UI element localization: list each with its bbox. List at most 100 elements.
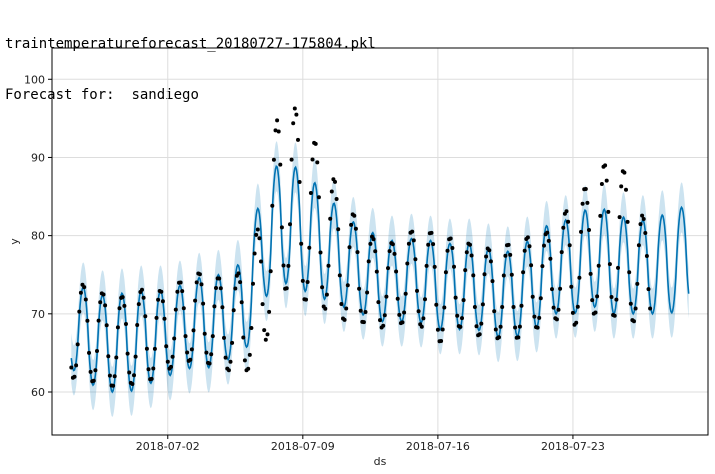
y-axis-label: y <box>8 238 21 245</box>
observed-point <box>585 200 590 205</box>
observed-point <box>480 302 485 307</box>
observed-point <box>609 295 614 299</box>
observed-point <box>320 285 325 290</box>
observed-point <box>506 242 511 247</box>
observed-point <box>104 323 109 328</box>
observed-point <box>308 191 313 195</box>
observed-point <box>175 289 180 294</box>
observed-point <box>643 231 648 235</box>
observed-point <box>455 313 460 318</box>
observed-point <box>254 232 259 237</box>
forecast-caption: Forecast for: sandiego <box>5 87 376 104</box>
observed-point <box>313 141 318 146</box>
observed-point <box>537 315 542 320</box>
observed-point <box>267 309 272 314</box>
observed-point <box>160 299 165 304</box>
observed-point <box>488 259 493 264</box>
observed-point <box>173 307 178 312</box>
observed-point <box>469 253 474 258</box>
y-axis-ticks: 60 70 80 90 100 <box>24 73 52 399</box>
observed-point <box>550 287 554 292</box>
y-tick-label: 70 <box>31 308 45 321</box>
observed-point <box>614 297 619 302</box>
observed-point <box>279 225 284 230</box>
y-tick-label: 100 <box>24 73 45 86</box>
observed-point <box>178 280 183 285</box>
observed-point <box>111 383 116 388</box>
observed-point <box>315 160 320 165</box>
observed-point <box>288 222 292 227</box>
observed-point <box>439 339 444 343</box>
observed-point <box>566 219 571 224</box>
observed-point <box>230 340 235 345</box>
observed-point <box>75 342 80 347</box>
observed-point <box>530 294 535 299</box>
observed-point <box>292 106 297 111</box>
observed-point <box>527 244 532 249</box>
observed-point <box>363 310 368 314</box>
observed-point <box>508 252 513 257</box>
observed-point <box>326 263 331 268</box>
observed-point <box>394 269 399 274</box>
observed-point <box>538 296 543 301</box>
observed-point <box>546 238 551 243</box>
observed-point <box>577 275 582 280</box>
observed-point <box>284 286 289 291</box>
plot-frame <box>51 47 709 436</box>
observed-point <box>334 197 339 201</box>
observed-point <box>124 322 128 326</box>
observed-point <box>271 157 276 162</box>
observed-point <box>551 305 556 310</box>
observed-point <box>324 292 329 297</box>
observed-point <box>587 228 591 232</box>
observed-point <box>204 350 209 355</box>
observed-point <box>233 286 238 291</box>
forecast-line <box>70 164 690 394</box>
observed-point <box>448 236 453 241</box>
observed-point <box>82 285 87 290</box>
observed-point <box>511 305 516 309</box>
observed-point <box>413 257 418 262</box>
observed-point <box>522 248 527 253</box>
observed-point <box>406 241 411 246</box>
observed-point <box>598 213 603 218</box>
observed-point <box>342 317 347 322</box>
observed-point <box>353 226 358 231</box>
forecast-for-label: Forecast for: <box>5 87 115 103</box>
observed-point <box>567 243 572 248</box>
observed-point <box>270 203 275 208</box>
observed-point <box>143 314 148 319</box>
observed-point <box>378 318 382 323</box>
observed-point <box>122 303 127 308</box>
observed-point <box>318 250 323 255</box>
observed-point <box>484 254 489 259</box>
observed-point <box>103 303 108 308</box>
observed-point <box>127 370 132 375</box>
observed-point <box>545 230 550 235</box>
observed-point <box>638 222 643 227</box>
observed-point <box>617 215 622 220</box>
observed-point <box>461 298 466 303</box>
observed-point <box>607 262 612 267</box>
observed-point <box>202 331 207 336</box>
x-tick-label: 2018-07-02 <box>136 440 200 453</box>
grid-lines <box>52 48 708 435</box>
observed-point <box>625 219 630 224</box>
observed-point <box>194 280 199 285</box>
observed-point <box>149 376 154 381</box>
observed-point <box>416 309 421 314</box>
observed-point <box>85 318 90 323</box>
observed-point <box>429 230 434 235</box>
observed-point <box>344 306 349 311</box>
observed-point <box>561 225 566 230</box>
observed-point <box>93 368 98 373</box>
observed-point <box>226 368 231 373</box>
observed-point <box>347 245 352 250</box>
observed-point <box>646 287 651 292</box>
observed-point <box>117 306 122 311</box>
observed-point <box>180 289 185 294</box>
observed-point <box>278 162 283 167</box>
observed-point <box>156 297 161 302</box>
observed-point <box>165 359 170 364</box>
